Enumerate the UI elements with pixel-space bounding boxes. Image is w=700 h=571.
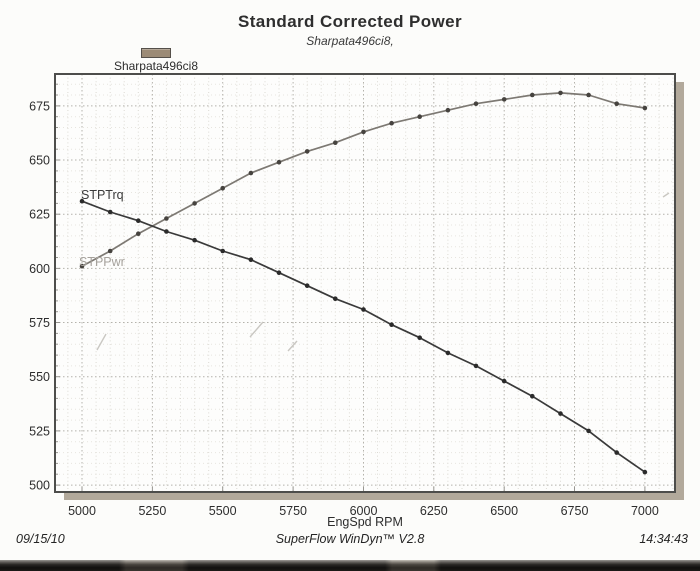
series-label-stptrq: STPTrq: [81, 188, 124, 202]
svg-text:575: 575: [29, 316, 50, 330]
svg-text:6250: 6250: [420, 504, 448, 518]
plot-area: [55, 74, 675, 492]
svg-text:5250: 5250: [138, 504, 166, 518]
svg-text:5500: 5500: [209, 504, 237, 518]
footer-time: 14:34:43: [639, 532, 688, 546]
svg-text:6000: 6000: [350, 504, 378, 518]
series-stptrq: [79, 198, 648, 475]
legend-label: Sharpata496ci8: [113, 59, 199, 73]
minor-gridlines-vertical: [67, 74, 674, 492]
series-stppwr: [79, 90, 648, 269]
title-block: Standard Corrected Power Sharpata496ci8,: [0, 12, 700, 48]
scan-scratches: [96, 192, 670, 352]
svg-text:600: 600: [29, 262, 50, 276]
svg-text:550: 550: [29, 370, 50, 384]
data-point-markers: [79, 198, 648, 475]
chart-subtitle: Sharpata496ci8,: [306, 34, 394, 48]
chart-title: Standard Corrected Power: [237, 12, 463, 31]
svg-text:6500: 6500: [490, 504, 518, 518]
scan-edge-artifact: [0, 560, 700, 571]
footer-date: 09/15/10: [16, 532, 65, 546]
x-axis-title: EngSpd RPM: [327, 515, 403, 529]
svg-text:500: 500: [29, 479, 50, 493]
svg-text:650: 650: [29, 154, 50, 168]
legend-swatch: [141, 48, 171, 58]
svg-text:625: 625: [29, 208, 50, 222]
svg-text:6750: 6750: [561, 504, 589, 518]
plot-border: [54, 73, 676, 493]
data-point-markers: [79, 90, 648, 269]
svg-text:675: 675: [29, 99, 50, 113]
legend: Sharpata496ci8: [106, 48, 206, 73]
series-label-stppwr: STPPwr: [79, 255, 125, 269]
svg-text:5750: 5750: [279, 504, 307, 518]
svg-text:7000: 7000: [631, 504, 659, 518]
svg-text:525: 525: [29, 424, 50, 438]
footer-app-name: SuperFlow WinDyn™ V2.8: [275, 532, 425, 546]
y-tick-labels: 500 525 550 575 600 625 650 675: [29, 99, 50, 492]
footer: 09/15/10 SuperFlow WinDyn™ V2.8 14:34:43: [0, 532, 700, 548]
svg-text:5000: 5000: [68, 504, 96, 518]
x-tick-labels: 5000 5250 5500 5750 6000 6250 6500 6750 7000: [68, 504, 659, 518]
